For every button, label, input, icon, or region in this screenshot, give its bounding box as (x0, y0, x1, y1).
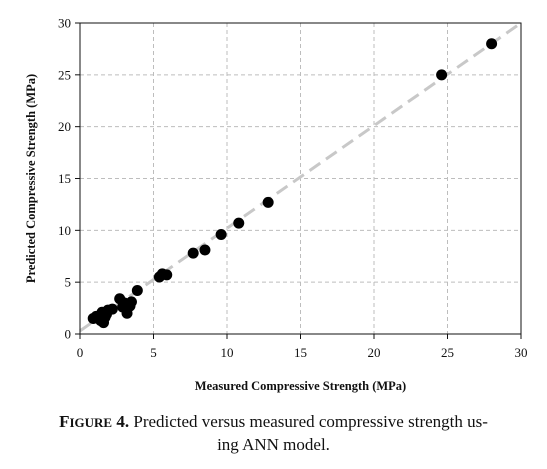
x-tick-label-10: 10 (221, 345, 234, 360)
data-point-8 (106, 303, 118, 315)
y-tick-label-20: 20 (58, 119, 71, 134)
y-axis-title: Predicted Compressive Strength (MPa) (24, 74, 38, 283)
caption-line-1: Predicted versus measured compressive st… (129, 412, 488, 431)
x-tick-label-20: 20 (368, 345, 381, 360)
x-tick-label-15: 15 (294, 345, 307, 360)
data-point-21 (215, 228, 227, 240)
figure-caption: FIGURE 4. Predicted versus measured comp… (0, 411, 547, 456)
x-tick-label-30: 30 (515, 345, 528, 360)
y-tick-label-25: 25 (58, 67, 71, 82)
y-tick-label-0: 0 (65, 327, 72, 342)
caption-line-2: ing ANN model. (217, 435, 330, 454)
x-tick-label-5: 5 (150, 345, 157, 360)
data-point-24 (436, 69, 448, 81)
data-point-14 (125, 296, 137, 308)
data-point-22 (233, 217, 245, 229)
reference-line (79, 21, 522, 333)
y-tick-label-10: 10 (58, 223, 71, 238)
data-point-19 (187, 247, 199, 259)
y-tick-label-5: 5 (65, 275, 72, 290)
scatter-chart: 0 5 10 15 20 25 30 0 5 10 15 20 25 30 Measured Compre… (24, 16, 528, 394)
y-tick-label-15: 15 (58, 171, 71, 186)
figure-label-rest: IGURE (69, 415, 113, 430)
data-point-23 (262, 196, 274, 208)
data-point-20 (199, 244, 211, 256)
figure-label-initial: F (59, 412, 70, 431)
x-tick-label-25: 25 (441, 345, 454, 360)
data-point-15 (131, 284, 143, 296)
axis-ticks: 0 5 10 15 20 25 30 0 5 10 15 20 25 30 (58, 16, 528, 361)
data-point-18 (161, 269, 173, 281)
y-tick-label-30: 30 (58, 16, 71, 31)
x-axis-title: Measured Compressive Strength (MPa) (195, 379, 406, 393)
figure-label: FIGURE 4. (59, 412, 129, 431)
x-tick-label-0: 0 (77, 345, 84, 360)
data-point-25 (486, 38, 498, 50)
data-points (87, 38, 498, 329)
figure-number: 4. (112, 412, 130, 431)
